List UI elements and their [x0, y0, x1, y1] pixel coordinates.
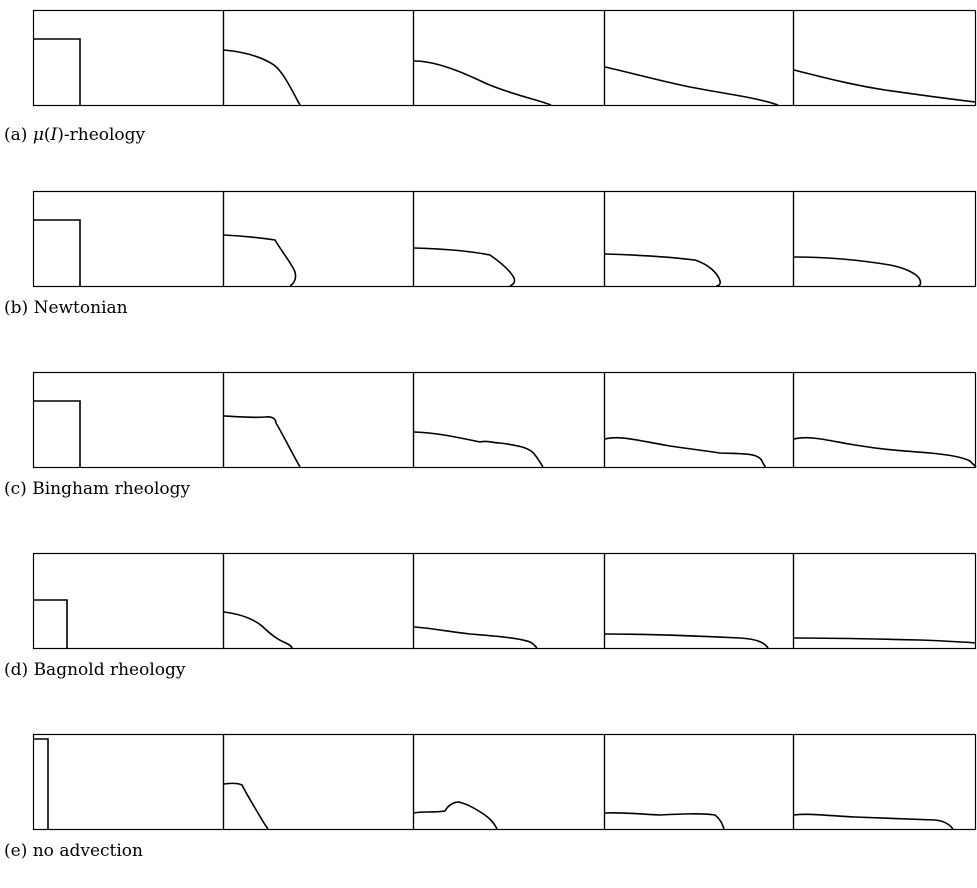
profile-e2 [223, 782, 269, 830]
panel-row-e [32, 733, 977, 831]
profile-b4 [604, 253, 721, 287]
panel-e3 [412, 733, 606, 831]
profile-a2 [223, 49, 301, 106]
caption-e: (e) no advection [4, 841, 143, 861]
panel-row-c [32, 371, 977, 469]
profile-d4 [604, 633, 769, 649]
panel-a1 [32, 9, 225, 107]
panel-b2 [222, 190, 415, 288]
panel-a5 [792, 9, 977, 107]
profile-b3 [413, 247, 516, 287]
profile-b1 [34, 219, 81, 286]
profile-a4 [604, 66, 779, 106]
panel-b4 [603, 190, 795, 288]
profile-a5 [793, 69, 976, 103]
panel-a2 [222, 9, 415, 107]
profile-c4 [604, 436, 767, 468]
profile-c2 [223, 415, 301, 468]
caption-d: (d) Bagnold rheology [4, 660, 186, 680]
profile-d5 [793, 637, 977, 644]
panel-c2 [222, 371, 415, 469]
panel-e2 [222, 733, 415, 831]
profile-a3 [413, 60, 552, 106]
profile-e3 [413, 801, 498, 830]
caption-a: (a) μ(I)-rheology [4, 125, 146, 145]
profile-b5 [793, 256, 922, 287]
profile-d3 [413, 626, 538, 649]
caption-c: (c) Bingham rheology [4, 479, 191, 499]
profile-a1 [34, 38, 81, 105]
profile-d2 [223, 611, 293, 649]
panel-c5 [792, 371, 977, 469]
profile-e4 [604, 811, 725, 830]
profile-e5 [793, 813, 954, 830]
panel-d2 [222, 552, 415, 650]
caption-b: (b) Newtonian [4, 298, 128, 318]
profile-d1 [34, 599, 68, 648]
panel-b1 [32, 190, 225, 288]
panel-d1 [32, 552, 225, 650]
panel-b5 [792, 190, 977, 288]
panel-b3 [412, 190, 606, 288]
panel-c1 [32, 371, 225, 469]
profile-c5 [793, 436, 977, 468]
profile-b2 [223, 234, 297, 287]
panel-row-b [32, 190, 977, 288]
panel-e1 [32, 733, 225, 831]
panel-d3 [412, 552, 606, 650]
profile-e1 [34, 738, 49, 829]
profile-c3 [413, 431, 544, 468]
panel-c3 [412, 371, 606, 469]
panel-e5 [792, 733, 977, 831]
panel-row-a [32, 9, 977, 107]
profile-c1 [34, 400, 81, 467]
panel-e4 [603, 733, 795, 831]
panel-c4 [603, 371, 795, 469]
panel-row-d [32, 552, 977, 650]
panel-d5 [792, 552, 977, 650]
panel-a4 [603, 9, 795, 107]
